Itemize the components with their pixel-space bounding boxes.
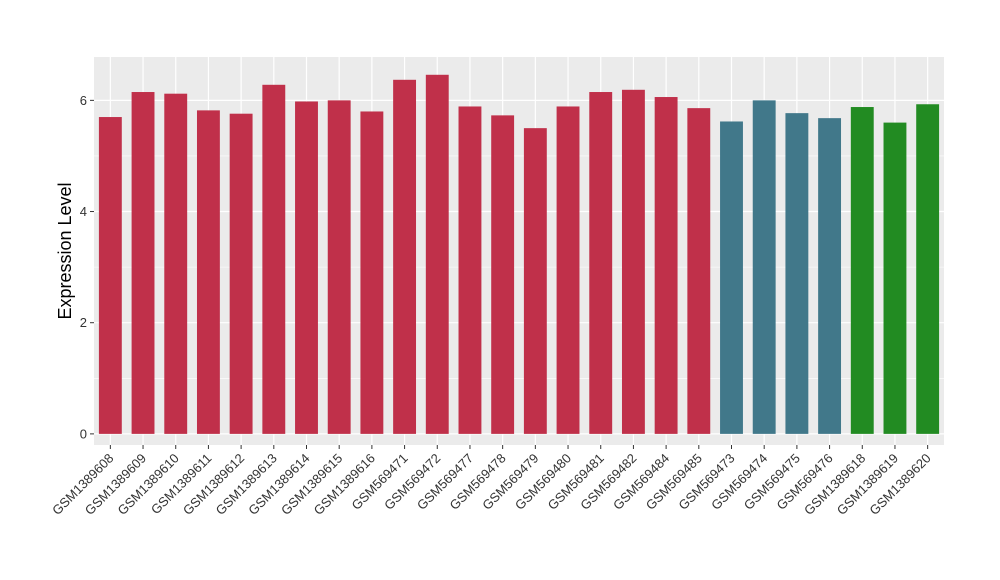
bar-GSM1389608 bbox=[98, 117, 122, 434]
bar-GSM569482 bbox=[621, 89, 645, 434]
plot-panel bbox=[94, 57, 944, 445]
bar-GSM1389615 bbox=[327, 100, 351, 434]
bar-GSM1389618 bbox=[850, 107, 874, 434]
bar-GSM569474 bbox=[752, 100, 776, 434]
bar-GSM569475 bbox=[785, 113, 809, 434]
bar-GSM1389613 bbox=[262, 84, 286, 434]
bar-GSM569479 bbox=[523, 128, 547, 434]
bar-GSM1389620 bbox=[916, 104, 940, 434]
y-tick-label: 6 bbox=[80, 93, 87, 108]
bar-GSM569484 bbox=[654, 97, 678, 434]
y-tick-label: 4 bbox=[80, 204, 87, 219]
bar-GSM569485 bbox=[687, 108, 711, 434]
bar-GSM569478 bbox=[491, 115, 515, 434]
bar-GSM569471 bbox=[393, 79, 417, 434]
y-tick-label: 0 bbox=[80, 426, 87, 441]
bar-GSM1389609 bbox=[131, 92, 155, 434]
bar-GSM1389612 bbox=[229, 113, 253, 434]
bar-GSM569472 bbox=[425, 74, 449, 434]
bar-GSM569481 bbox=[589, 92, 613, 434]
bar-GSM1389611 bbox=[196, 110, 220, 434]
y-axis: 0 2 4 6 bbox=[80, 93, 94, 441]
bar-GSM1389610 bbox=[164, 93, 188, 434]
bar-GSM1389619 bbox=[883, 122, 907, 434]
bars bbox=[98, 74, 940, 434]
bar-GSM1389614 bbox=[295, 101, 318, 434]
bar-GSM569477 bbox=[458, 106, 482, 434]
bar-GSM569476 bbox=[818, 118, 842, 434]
y-axis-title: Expression Level bbox=[55, 182, 75, 319]
bar-GSM1389616 bbox=[360, 111, 384, 434]
bar-GSM569473 bbox=[720, 121, 743, 434]
bar-GSM569480 bbox=[556, 106, 580, 434]
y-tick-label: 2 bbox=[80, 315, 87, 330]
x-axis: GSM1389608GSM1389609GSM1389610GSM1389611… bbox=[49, 445, 934, 518]
